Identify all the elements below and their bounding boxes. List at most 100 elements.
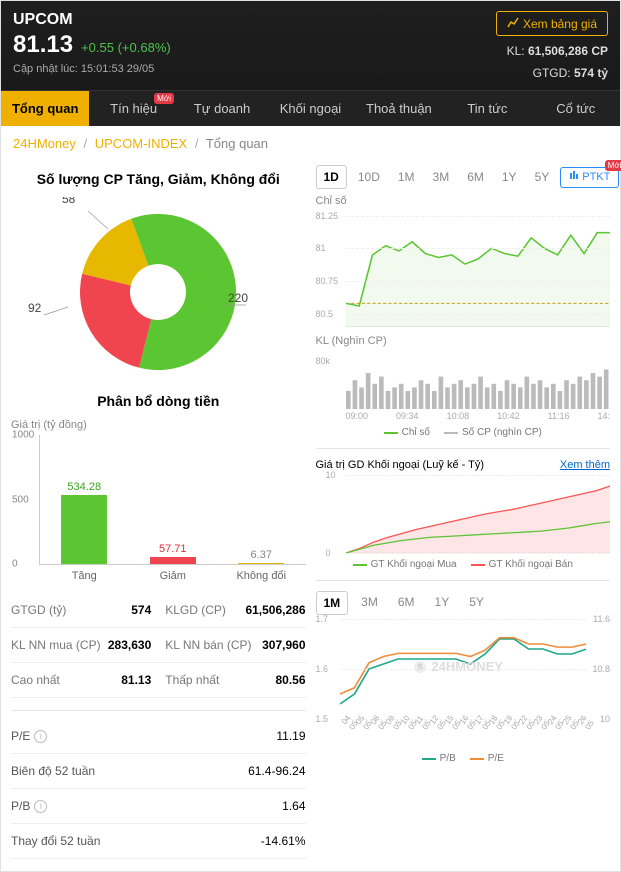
stats-cell: KL NN mua (CP)283,630	[11, 638, 151, 652]
legend-swatch	[353, 564, 367, 566]
foreign-chart: 010	[316, 475, 611, 553]
stat-label: KL NN bán (CP)	[165, 638, 251, 652]
stat-value: 61,506,286	[245, 603, 305, 617]
xtick: 10:42	[497, 411, 520, 421]
stat-label: Cao nhất	[11, 673, 60, 687]
crumb-index[interactable]: UPCOM-INDEX	[95, 136, 187, 151]
bar-value: 6.37	[251, 549, 272, 561]
timetab-10D[interactable]: 10D	[351, 166, 387, 188]
ytick-left: 1.5	[316, 714, 329, 724]
tab-tự-doanh[interactable]: Tự doanh	[178, 91, 266, 126]
watermark: $ 24HMONEY	[413, 659, 503, 674]
ratio-row: Thay đổi 52 tuần -14.61%	[11, 824, 306, 859]
bar-value: 57.71	[159, 543, 187, 555]
stat-value: 81.13	[121, 673, 151, 687]
petab-3M[interactable]: 3M	[354, 591, 385, 615]
stats-cell: KL NN bán (CP) 307,960	[165, 638, 305, 652]
flow-chart: 05001000534.28Tăng57.71Giảm6.37Không đổi	[39, 435, 306, 565]
stats-cell: KLGD (CP)61,506,286	[165, 603, 305, 617]
tab-cổ-tức[interactable]: Cổ tức	[532, 91, 620, 126]
xtick: 14:	[597, 411, 610, 421]
donut-svg: 220 92 58	[18, 197, 298, 387]
vol-chart-label: KL (Nghìn CP)	[316, 335, 611, 347]
header-value: GTGD: 574 tỷ	[496, 66, 608, 80]
crumb-current: Tổng quan	[206, 136, 268, 151]
xtick: 10:08	[447, 411, 470, 421]
ytick: 1000	[12, 430, 34, 441]
donut-slice	[132, 214, 237, 370]
timetab-1Y[interactable]: 1Y	[495, 166, 524, 188]
tab-tin-tức[interactable]: Tin tức	[443, 91, 531, 126]
last-updated: Cập nhật lúc: 15:01:53 29/05	[13, 63, 171, 75]
ytick: 81	[316, 243, 326, 253]
ratio-value: -14.61%	[261, 834, 306, 848]
legend-item: Chỉ số	[384, 427, 430, 438]
ratio-row: P/Ei11.19	[11, 719, 306, 754]
info-icon[interactable]: i	[34, 800, 47, 813]
timetab-6M[interactable]: 6M	[460, 166, 491, 188]
xtick: 26 05	[576, 713, 596, 732]
legend-item: GT Khối ngoại Bán	[471, 559, 573, 570]
header-left: UPCOM 81.13 +0.55 (+0.68%) Cập nhật lúc:…	[13, 11, 171, 75]
header-volume: KL: 61,506,286 CP	[496, 44, 608, 58]
breadcrumb: 24HMoney / UPCOM-INDEX / Tổng quan	[1, 126, 620, 161]
bar-rect	[61, 495, 107, 564]
ytick-left: 1.7	[316, 614, 329, 624]
ratios-list: P/Ei11.19Biên độ 52 tuần61.4-96.24P/Bi1.…	[11, 719, 306, 859]
crumb-home[interactable]: 24HMoney	[13, 136, 76, 151]
ratio-key: P/B	[11, 799, 30, 813]
ytick-left: 1.6	[316, 664, 329, 674]
bar-col: 57.71Giảm	[143, 543, 203, 565]
main-tabs: Tổng quanTín hiệuMớiTự doanhKhối ngoạiTh…	[1, 90, 620, 126]
petab-6M[interactable]: 6M	[391, 591, 422, 615]
ptkt-button[interactable]: PTKTMới	[560, 167, 619, 188]
petab-1M[interactable]: 1M	[316, 591, 349, 615]
flow-title: Phân bổ dòng tiền	[11, 393, 306, 409]
pe-legend: P/BP/E	[316, 753, 611, 764]
tab-thoả-thuận[interactable]: Thoả thuận	[355, 91, 443, 126]
volume-bars	[346, 349, 611, 409]
stats-cell: Thấp nhất80.56	[165, 673, 305, 687]
donut-label: 58	[62, 197, 76, 206]
donut-label: 92	[28, 301, 42, 315]
legend-swatch	[470, 758, 484, 760]
ytick: 80.5	[316, 309, 334, 319]
ratio-value: 61.4-96.24	[248, 764, 305, 778]
foreign-more-link[interactable]: Xem thêm	[560, 459, 610, 471]
ratio-row: P/Bi1.64	[11, 789, 306, 824]
ytick-right: 10.8	[592, 664, 610, 674]
ratio-row: Biên độ 52 tuần61.4-96.24	[11, 754, 306, 789]
bar-col: 6.37Không đổi	[231, 549, 291, 564]
ytick-right: 11.6	[593, 614, 610, 624]
tab-khối-ngoại[interactable]: Khối ngoại	[266, 91, 354, 126]
stat-value: 80.56	[275, 673, 305, 687]
timetab-1D[interactable]: 1D	[316, 165, 347, 189]
petab-1Y[interactable]: 1Y	[428, 591, 457, 615]
legend-swatch	[422, 758, 436, 760]
stats-row: GTGD (tỷ)574KLGD (CP)61,506,286	[11, 593, 306, 628]
ytick: 500	[12, 494, 29, 505]
stat-value: 307,960	[262, 638, 305, 652]
tab-tín-hiệu[interactable]: Tín hiệuMới	[89, 91, 177, 126]
donut-slice	[80, 274, 151, 368]
ytick: 10	[326, 470, 336, 480]
new-badge: Mới	[605, 160, 621, 171]
donut-label: 220	[228, 291, 248, 305]
ratio-key: Thay đổi 52 tuần	[11, 834, 100, 848]
stat-label: KL NN mua (CP)	[11, 638, 101, 652]
index-chart: 80.580.758181.25	[316, 209, 611, 327]
bar-category: Tăng	[72, 570, 97, 582]
ytick: 80.75	[316, 276, 339, 286]
info-icon[interactable]: i	[34, 730, 47, 743]
bar-category: Không đổi	[236, 570, 286, 582]
timetab-3M[interactable]: 3M	[426, 166, 457, 188]
ytick: 80k	[316, 356, 331, 366]
timetab-1M[interactable]: 1M	[391, 166, 422, 188]
bar-value: 534.28	[67, 481, 101, 493]
legend-item: Số CP (nghìn CP)	[444, 427, 542, 438]
tab-tổng-quan[interactable]: Tổng quan	[1, 91, 89, 126]
legend-item: GT Khối ngoại Mua	[353, 559, 457, 570]
petab-5Y[interactable]: 5Y	[462, 591, 491, 615]
price-board-button[interactable]: Xem bảng giá	[496, 11, 608, 36]
timetab-5Y[interactable]: 5Y	[528, 166, 557, 188]
